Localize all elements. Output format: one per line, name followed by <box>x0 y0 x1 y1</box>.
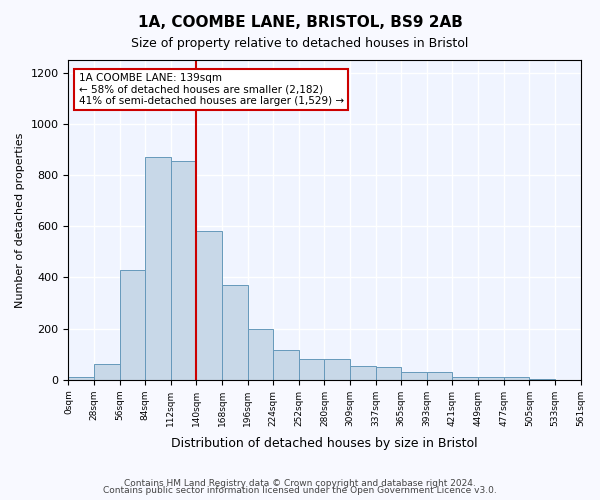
Bar <box>401 372 427 380</box>
Bar <box>376 367 401 380</box>
Bar <box>581 378 600 380</box>
Bar <box>299 360 325 380</box>
X-axis label: Distribution of detached houses by size in Bristol: Distribution of detached houses by size … <box>171 437 478 450</box>
Bar <box>222 285 248 380</box>
Bar <box>273 350 299 380</box>
Text: Size of property relative to detached houses in Bristol: Size of property relative to detached ho… <box>131 38 469 51</box>
Bar <box>196 232 222 380</box>
Bar <box>427 372 452 380</box>
Bar <box>171 161 196 380</box>
Text: 1A, COOMBE LANE, BRISTOL, BS9 2AB: 1A, COOMBE LANE, BRISTOL, BS9 2AB <box>137 15 463 30</box>
Bar <box>529 378 555 380</box>
Text: Contains HM Land Registry data © Crown copyright and database right 2024.: Contains HM Land Registry data © Crown c… <box>124 478 476 488</box>
Bar <box>145 157 171 380</box>
Bar <box>325 360 350 380</box>
Text: 1A COOMBE LANE: 139sqm
← 58% of detached houses are smaller (2,182)
41% of semi-: 1A COOMBE LANE: 139sqm ← 58% of detached… <box>79 73 344 106</box>
Y-axis label: Number of detached properties: Number of detached properties <box>15 132 25 308</box>
Bar <box>119 270 145 380</box>
Bar <box>248 328 273 380</box>
Bar <box>503 377 529 380</box>
Bar <box>350 366 376 380</box>
Text: Contains public sector information licensed under the Open Government Licence v3: Contains public sector information licen… <box>103 486 497 495</box>
Bar <box>478 377 503 380</box>
Bar <box>452 377 478 380</box>
Bar <box>68 377 94 380</box>
Bar <box>94 364 119 380</box>
